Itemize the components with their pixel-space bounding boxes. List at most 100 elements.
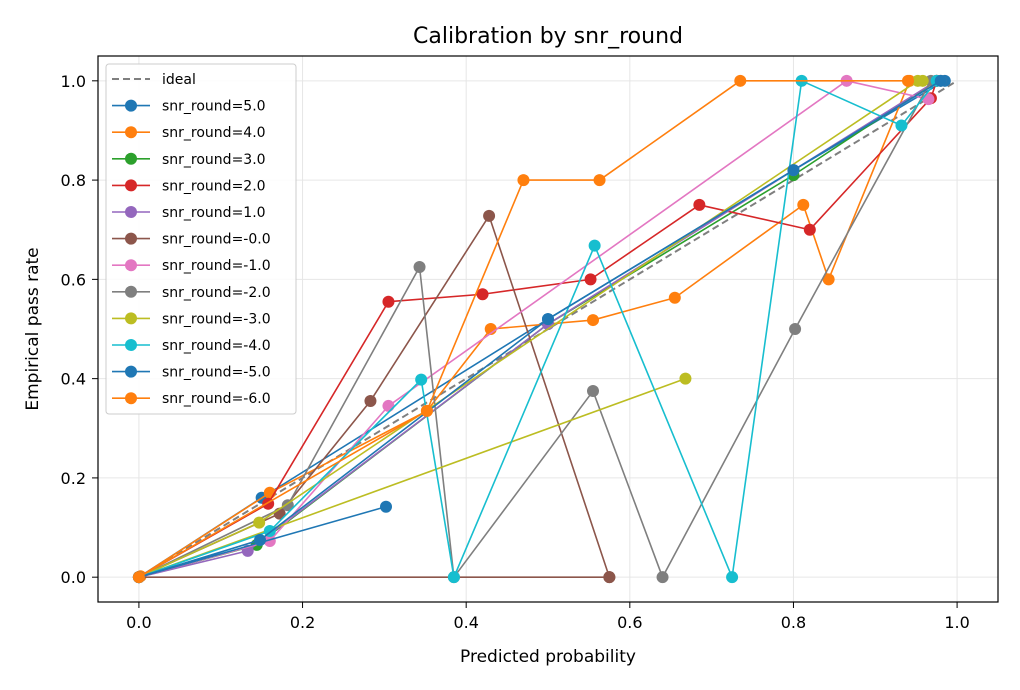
legend-label: snr_round=2.0 <box>162 178 266 194</box>
legend-label: snr_round=-5.0 <box>162 365 271 381</box>
legend-marker <box>125 232 137 245</box>
data-point <box>382 295 395 308</box>
data-point <box>263 534 276 547</box>
legend-marker <box>125 206 137 218</box>
data-point <box>587 314 599 327</box>
legend-label: snr_round=4.0 <box>162 125 266 141</box>
legend-label: snr_round=-6.0 <box>162 391 271 407</box>
legend-label: snr_round=-4.0 <box>162 338 271 354</box>
legend-label: snr_round=3.0 <box>162 152 266 168</box>
legend-marker <box>125 285 137 298</box>
data-point <box>787 164 800 177</box>
legend-label: snr_round=-3.0 <box>162 311 271 327</box>
legend-label: snr_round=-2.0 <box>162 285 271 301</box>
series-line <box>138 80 908 578</box>
y-tick-label: 0.6 <box>61 270 86 289</box>
data-point <box>420 404 433 417</box>
legend-entry: snr_round=-4.0 <box>112 338 271 354</box>
series-snr-round-3-0 <box>132 74 929 584</box>
data-point <box>603 571 616 584</box>
series-line <box>138 80 942 578</box>
chart-title: Calibration by snr_round <box>413 24 683 49</box>
data-point <box>587 385 599 398</box>
legend-marker <box>125 312 137 325</box>
legend-marker <box>125 126 137 139</box>
data-point <box>517 174 530 187</box>
legend-entry: snr_round=1.0 <box>112 205 266 221</box>
data-point <box>726 571 739 584</box>
data-point <box>668 291 681 304</box>
legend-entry: snr_round=5.0 <box>112 99 266 115</box>
data-point <box>415 373 428 386</box>
x-tick-label: 0.2 <box>290 613 315 632</box>
data-point <box>483 209 496 222</box>
data-point <box>902 74 914 87</box>
data-point <box>542 313 554 326</box>
data-point <box>656 571 669 584</box>
legend-marker <box>125 152 137 165</box>
legend-label: ideal <box>162 72 196 88</box>
x-tick-label: 0.0 <box>126 613 151 632</box>
legend-marker <box>125 365 137 378</box>
legend-marker <box>125 179 137 192</box>
legend-entry: snr_round=-0.0 <box>112 232 271 248</box>
y-tick-label: 0.8 <box>61 171 86 190</box>
data-point <box>253 516 266 529</box>
data-point <box>797 198 810 211</box>
x-tick-label: 0.6 <box>617 613 642 632</box>
legend-marker <box>125 392 137 405</box>
data-point <box>476 288 489 301</box>
data-point <box>593 174 606 187</box>
legend-entry: snr_round=-6.0 <box>112 391 271 407</box>
legend-entry: snr_round=-5.0 <box>112 365 271 381</box>
plot-frame <box>97 55 999 603</box>
legend-label: snr_round=1.0 <box>162 205 266 221</box>
legend-entry: snr_round=3.0 <box>112 152 266 168</box>
data-point <box>132 571 145 584</box>
data-point <box>934 74 947 87</box>
legend-entry: snr_round=-3.0 <box>112 311 271 327</box>
legend-entry: snr_round=-2.0 <box>112 285 271 301</box>
data-point <box>382 399 395 412</box>
data-point <box>364 394 377 407</box>
data-point <box>447 571 460 584</box>
legend-marker <box>125 259 137 272</box>
data-point <box>254 533 266 546</box>
legend-box <box>105 63 297 415</box>
series-line <box>138 215 611 578</box>
data-point <box>916 74 929 87</box>
data-point <box>734 74 747 87</box>
x-tick-label: 0.4 <box>453 613 478 632</box>
legend-entry: ideal <box>112 72 196 88</box>
data-point <box>895 119 908 132</box>
legend-entry: snr_round=4.0 <box>112 125 266 141</box>
x-axis-label: Predicted probability <box>460 647 636 667</box>
legend-entry: snr_round=-1.0 <box>112 258 271 274</box>
legend-marker <box>125 99 137 112</box>
legend: ideal snr_round=5.0 snr_round=4.0 snr_round… <box>105 63 297 415</box>
y-tick-label: 0.2 <box>61 469 86 488</box>
y-tick-label: 0.4 <box>61 370 86 389</box>
series-snr-round-5-0 <box>132 74 947 584</box>
data-point <box>693 198 706 211</box>
x-tick-label: 1.0 <box>944 613 969 632</box>
data-point <box>380 500 392 513</box>
data-point <box>413 260 426 273</box>
legend-marker <box>125 339 137 351</box>
x-tick-label: 0.8 <box>781 613 806 632</box>
data-point <box>789 323 802 335</box>
legend-label: snr_round=-1.0 <box>162 258 271 274</box>
legend-label: snr_round=-0.0 <box>162 232 271 248</box>
series-snr-round-6-0 <box>132 74 914 584</box>
y-axis-label: Empirical pass rate <box>23 247 43 410</box>
data-point <box>822 273 835 286</box>
y-tick-label: 1.0 <box>61 72 86 91</box>
axis-ticks: 0.0 0.2 0.4 0.6 0.8 1.0 0.0 0.2 0.4 0.6 0.8 1.0 <box>61 72 970 632</box>
legend-entry: snr_round=2.0 <box>112 178 266 194</box>
y-tick-label: 0.0 <box>61 568 86 587</box>
plot-series <box>132 74 958 584</box>
data-point <box>679 372 692 385</box>
data-point <box>803 223 816 236</box>
series-snr-round-0-0 <box>132 209 616 584</box>
